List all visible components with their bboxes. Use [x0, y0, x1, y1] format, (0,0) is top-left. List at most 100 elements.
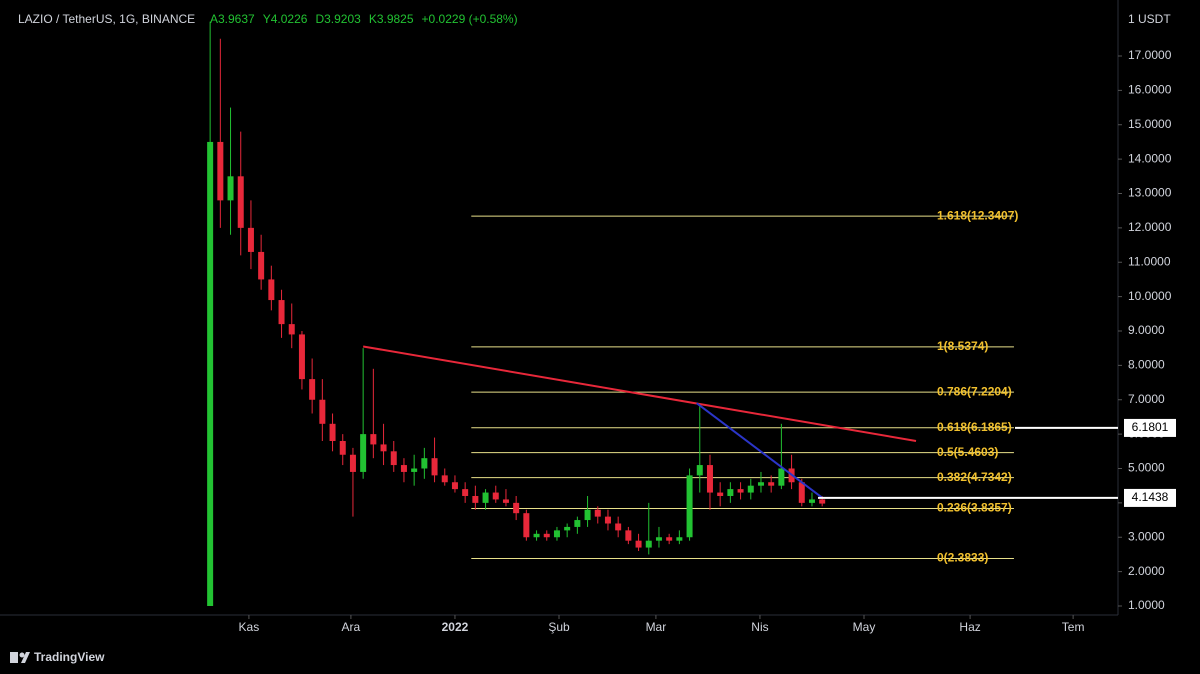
price-marker-box — [1124, 488, 1176, 507]
candle-body — [462, 489, 469, 496]
candle-body — [706, 465, 713, 493]
candle-body — [247, 227, 254, 252]
candle-body — [227, 176, 234, 201]
x-tick-label: Kas — [239, 620, 260, 634]
candle-body — [278, 300, 285, 325]
trendline — [362, 345, 917, 442]
header-value: A3.9637 — [210, 12, 255, 26]
price-marker-box — [1124, 418, 1176, 437]
candle-body — [339, 440, 346, 455]
logo-shape — [19, 652, 25, 658]
candle-body — [747, 485, 754, 493]
chart-title: LAZIO / TetherUS, 1G, BINANCE — [18, 12, 195, 26]
candle-body — [615, 523, 622, 531]
logo-shape — [10, 652, 18, 663]
logo-shape — [21, 652, 30, 663]
candle-body — [778, 468, 785, 486]
y-unit: 1 USDT — [1128, 12, 1171, 26]
candle-body — [237, 176, 244, 228]
candle-body — [676, 537, 683, 541]
y-tick-label: 17.0000 — [1128, 48, 1172, 62]
y-tick-label: 2.0000 — [1128, 564, 1165, 578]
candle-body — [329, 423, 336, 441]
plot-area: 1.618(12.3407) 1(8.5374) 0.786(7.2204) 0.61… — [207, 21, 1118, 606]
candle-body — [513, 502, 520, 514]
fib-label: 1.618(12.3407) — [937, 208, 1018, 222]
header-value: +0.0229 (+0.58%) — [422, 12, 518, 26]
header-value: D3.9203 — [315, 12, 361, 26]
candle-body — [431, 458, 438, 476]
y-tick-label: 1.0000 — [1128, 598, 1165, 612]
candle-body — [737, 489, 744, 493]
y-tick-label: 5.0000 — [1128, 461, 1165, 475]
candle-body — [666, 537, 673, 541]
candle-body — [553, 530, 560, 538]
candle-body — [319, 399, 326, 424]
candle-body — [380, 444, 387, 452]
y-tick-label: 12.0000 — [1128, 220, 1172, 234]
candle-body — [819, 499, 826, 504]
candle-body — [686, 475, 693, 538]
y-tick-label: 10.0000 — [1128, 289, 1172, 303]
candle-body — [309, 379, 316, 400]
candle-body — [502, 499, 509, 503]
candle-body — [360, 434, 367, 472]
candle-body — [288, 324, 295, 335]
fib-label: 0(2.3833) — [937, 551, 988, 565]
trendline — [696, 402, 823, 499]
candle-body — [349, 454, 356, 472]
candle-body — [625, 530, 632, 541]
candle-body — [217, 141, 224, 201]
candle-body — [390, 451, 397, 466]
header-value: K3.9825 — [369, 12, 414, 26]
y-tick-label: 15.0000 — [1128, 117, 1172, 131]
candle-body — [533, 533, 540, 538]
fib-label: 0.5(5.4603) — [937, 445, 998, 459]
candle-body — [451, 482, 458, 490]
y-tick-label: 3.0000 — [1128, 529, 1165, 543]
price-marker-label: 6.1801 — [1132, 420, 1169, 434]
y-tick-label: 7.0000 — [1128, 392, 1165, 406]
fib-label: 0.236(3.8357) — [937, 501, 1012, 515]
fib-label: 0.618(6.1865) — [937, 420, 1012, 434]
candle-body — [411, 468, 418, 472]
y-tick-label: 9.0000 — [1128, 323, 1165, 337]
candle-body — [717, 492, 724, 496]
x-tick-label: Haz — [959, 620, 980, 634]
header-value: Y4.0226 — [263, 12, 308, 26]
x-tick-label: May — [853, 620, 876, 634]
candle-body — [298, 334, 305, 380]
candle-body — [604, 516, 611, 524]
x-tick-label: Şub — [548, 620, 570, 634]
candle-body — [492, 492, 499, 500]
candle-body — [258, 251, 265, 280]
fib-label: 0.786(7.2204) — [937, 384, 1012, 398]
candle-body — [696, 465, 703, 476]
candle-body — [635, 540, 642, 548]
candle-body — [482, 492, 489, 503]
x-tick-label: Mar — [646, 620, 667, 634]
candle-body — [757, 482, 764, 486]
candle-body — [370, 434, 377, 445]
candle-body — [564, 526, 571, 531]
x-tick-label: Ara — [342, 620, 361, 634]
y-tick-label: 14.0000 — [1128, 151, 1172, 165]
fib-label: 0.382(4.7342) — [937, 470, 1012, 484]
brand: TradingView — [34, 650, 105, 664]
candle-body — [584, 509, 591, 521]
x-tick-label: Nis — [751, 620, 768, 634]
candle-body — [441, 475, 448, 483]
y-tick-label: 8.0000 — [1128, 358, 1165, 372]
y-tick-label: 11.0000 — [1128, 254, 1171, 268]
brand-logo: TradingView — [10, 650, 105, 664]
candle-body — [727, 489, 734, 496]
candle-body — [207, 141, 214, 606]
candle-body — [655, 537, 662, 541]
candle-body — [400, 465, 407, 472]
candle-body — [421, 458, 428, 469]
candle-body — [808, 499, 815, 503]
candle-body — [472, 495, 479, 503]
